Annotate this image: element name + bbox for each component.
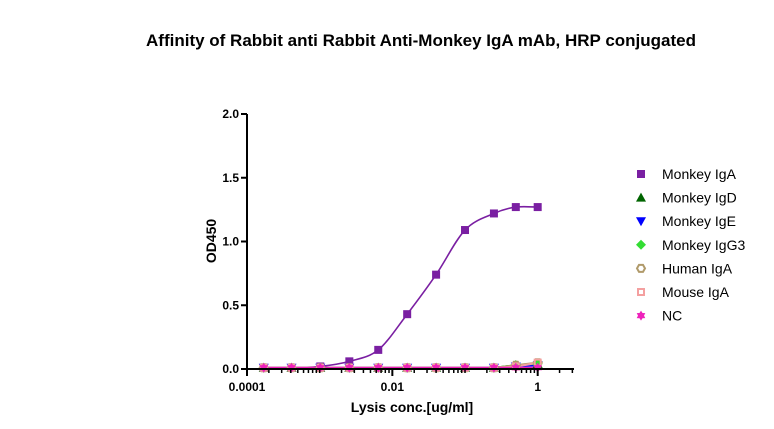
data-point-s6-9: [511, 362, 521, 373]
legend-marker-3: [636, 239, 646, 250]
legend-label-4: Human IgA: [662, 260, 733, 276]
data-point-s6-5: [402, 362, 412, 373]
axes: 0.0 0.5 1.0 1.5 2.0 0.0001 0.01 1: [222, 107, 574, 394]
data-point-s6-10: [533, 362, 542, 373]
data-point-s6-0: [259, 362, 269, 373]
data-point-s6-8: [489, 362, 499, 373]
x-ticks: 0.0001 0.01 1: [229, 369, 574, 394]
legend-marker-0: [637, 170, 645, 178]
legend-marker-1: [636, 192, 646, 202]
data-point-s6-1: [287, 362, 296, 373]
data-markers: [258, 203, 543, 373]
legend-marker-2: [636, 217, 646, 227]
x-tick-label: 0.01: [381, 380, 405, 394]
x-tick-label: 1: [534, 380, 541, 394]
legend-label-2: Monkey IgE: [662, 213, 736, 229]
data-point-s0-6: [432, 270, 441, 279]
legend: Monkey IgA Monkey IgD Monkey IgE Monkey IgG…: [635, 166, 745, 324]
legend-marker-5: [637, 288, 645, 296]
data-point-s0-7: [461, 226, 470, 235]
y-tick-label: 1.5: [222, 171, 239, 185]
fit-line-0: [263, 205, 538, 369]
legend-marker-4: [635, 263, 647, 273]
legend-label-3: Monkey IgG3: [662, 237, 745, 253]
data-point-s0-4: [374, 345, 383, 354]
data-point-s6-7: [460, 362, 470, 373]
data-point-s0-5: [403, 310, 412, 319]
data-point-s6-3: [345, 362, 354, 373]
legend-label-0: Monkey IgA: [662, 166, 737, 182]
x-tick-label: 0.0001: [229, 380, 266, 394]
legend-marker-6: [636, 310, 646, 321]
x-axis-label: Lysis conc.[ug/ml]: [351, 399, 473, 415]
y-tick-label: 1.0: [222, 235, 239, 249]
y-ticks: 0.0 0.5 1.0 1.5 2.0: [222, 107, 247, 376]
legend-label-6: NC: [662, 308, 682, 324]
data-point-s0-9: [511, 203, 520, 212]
y-axis-label: OD450: [203, 219, 219, 264]
legend-label-5: Mouse IgA: [662, 284, 730, 300]
data-point-s0-8: [489, 209, 498, 218]
data-point-s0-10: [533, 203, 542, 212]
data-point-s6-2: [316, 362, 325, 373]
data-point-s0-3: [345, 357, 354, 366]
data-point-s6-6: [431, 362, 441, 373]
chart-title: Affinity of Rabbit anti Rabbit Anti-Monk…: [146, 31, 696, 50]
fit-lines: [263, 205, 538, 369]
y-tick-label: 0.5: [222, 298, 239, 312]
y-tick-label: 2.0: [222, 107, 239, 121]
plot-area: 0.0 0.5 1.0 1.5 2.0 0.0001 0.01 1: [222, 107, 574, 394]
y-tick-label: 0.0: [222, 362, 239, 376]
legend-label-1: Monkey IgD: [662, 190, 737, 206]
